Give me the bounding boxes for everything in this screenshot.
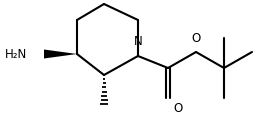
Polygon shape [44,50,77,58]
Text: H₂N: H₂N [5,48,27,62]
Text: N: N [134,35,142,48]
Text: O: O [173,102,182,115]
Text: O: O [191,32,201,45]
